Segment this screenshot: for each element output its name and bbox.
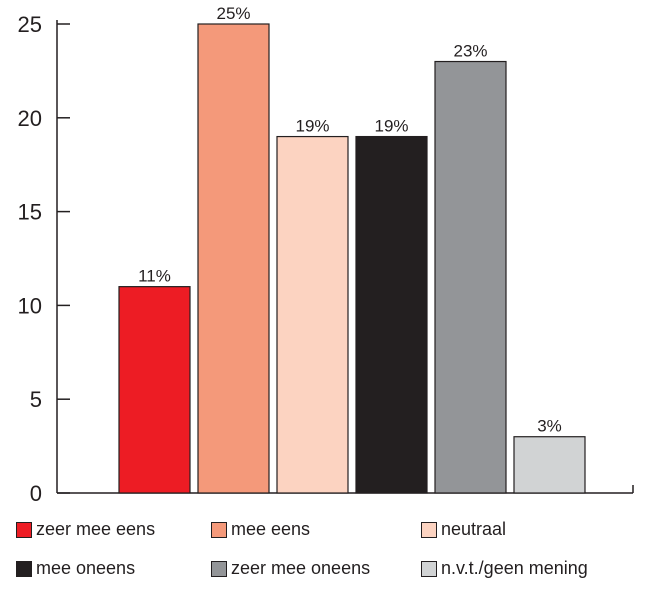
y-tick-label: 20 xyxy=(18,106,42,131)
bars xyxy=(118,23,586,494)
y-tick-label: 0 xyxy=(30,481,42,506)
data-label: 23% xyxy=(453,42,487,61)
data-labels: 11% 25% 19% 19% 23% 3% xyxy=(138,4,562,436)
y-tick-label: 10 xyxy=(18,293,42,318)
bar xyxy=(197,23,270,494)
y-tick-label: 5 xyxy=(30,387,42,412)
bar xyxy=(355,135,428,494)
data-label: 25% xyxy=(216,4,250,23)
y-tick-label: 15 xyxy=(18,200,42,225)
data-label: 11% xyxy=(138,267,171,286)
data-label: 3% xyxy=(537,417,562,436)
bar xyxy=(513,436,586,494)
bar xyxy=(276,135,349,494)
y-tick-label: 25 xyxy=(18,12,42,37)
data-label: 19% xyxy=(295,117,329,136)
y-axis-ticks: 0 5 10 15 20 25 xyxy=(18,12,70,506)
bar xyxy=(118,286,191,494)
bar xyxy=(434,60,507,494)
data-label: 19% xyxy=(374,117,408,136)
